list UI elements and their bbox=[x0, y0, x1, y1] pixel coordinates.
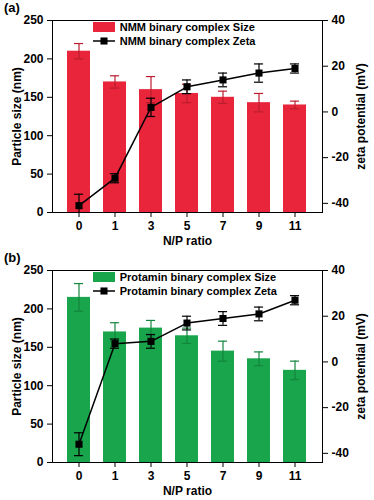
svg-text:-40: -40 bbox=[332, 446, 350, 460]
svg-text:100: 100 bbox=[23, 129, 43, 143]
svg-text:9: 9 bbox=[256, 469, 263, 483]
svg-text:0: 0 bbox=[76, 219, 83, 233]
svg-text:N/P ratio: N/P ratio bbox=[163, 234, 212, 248]
svg-text:250: 250 bbox=[23, 13, 43, 27]
svg-text:20: 20 bbox=[332, 309, 346, 323]
html-text:NMM binary complex Size: NMM binary complex Size bbox=[119, 21, 255, 33]
svg-text:200: 200 bbox=[23, 302, 43, 316]
svg-text:11: 11 bbox=[289, 219, 302, 233]
svg-text:-20: -20 bbox=[332, 400, 350, 414]
html-text:(b): (b) bbox=[4, 250, 21, 265]
svg-text:0: 0 bbox=[332, 105, 339, 119]
svg-text:0: 0 bbox=[37, 205, 44, 219]
html-text:NMM binary complex Zeta: NMM binary complex Zeta bbox=[119, 35, 256, 47]
svg-text:-20: -20 bbox=[332, 150, 350, 164]
svg-text:-40: -40 bbox=[332, 196, 350, 210]
svg-text:250: 250 bbox=[23, 263, 43, 277]
html-text:Protamin binary complex Zeta: Protamin binary complex Zeta bbox=[119, 285, 277, 297]
svg-text:40: 40 bbox=[332, 263, 346, 277]
svg-text:Particle size (nm): Particle size (nm) bbox=[10, 67, 24, 166]
svg-text:zeta potential (mV): zeta potential (mV) bbox=[354, 313, 368, 420]
svg-text:1: 1 bbox=[112, 219, 119, 233]
svg-text:0: 0 bbox=[37, 455, 44, 469]
svg-text:1: 1 bbox=[112, 469, 119, 483]
svg-text:0: 0 bbox=[332, 355, 339, 369]
svg-text:150: 150 bbox=[23, 90, 43, 104]
svg-text:100: 100 bbox=[23, 379, 43, 393]
svg-text:50: 50 bbox=[30, 417, 44, 431]
svg-text:0: 0 bbox=[76, 469, 83, 483]
svg-text:zeta potential (mV): zeta potential (mV) bbox=[354, 63, 368, 170]
svg-text:7: 7 bbox=[220, 219, 227, 233]
svg-text:50: 50 bbox=[30, 167, 44, 181]
svg-text:5: 5 bbox=[184, 219, 191, 233]
svg-text:Particle size (nm): Particle size (nm) bbox=[10, 317, 24, 416]
svg-text:3: 3 bbox=[148, 219, 155, 233]
svg-text:3: 3 bbox=[148, 469, 155, 483]
svg-text:5: 5 bbox=[184, 469, 191, 483]
html-text:(a): (a) bbox=[4, 0, 20, 15]
svg-text:9: 9 bbox=[256, 219, 263, 233]
svg-text:11: 11 bbox=[289, 469, 302, 483]
svg-text:N/P ratio: N/P ratio bbox=[163, 484, 212, 498]
svg-text:7: 7 bbox=[220, 469, 227, 483]
svg-text:200: 200 bbox=[23, 52, 43, 66]
html-text:Protamin binary complex Size: Protamin binary complex Size bbox=[119, 271, 277, 283]
svg-text:20: 20 bbox=[332, 59, 346, 73]
svg-text:40: 40 bbox=[332, 13, 346, 27]
svg-text:150: 150 bbox=[23, 340, 43, 354]
